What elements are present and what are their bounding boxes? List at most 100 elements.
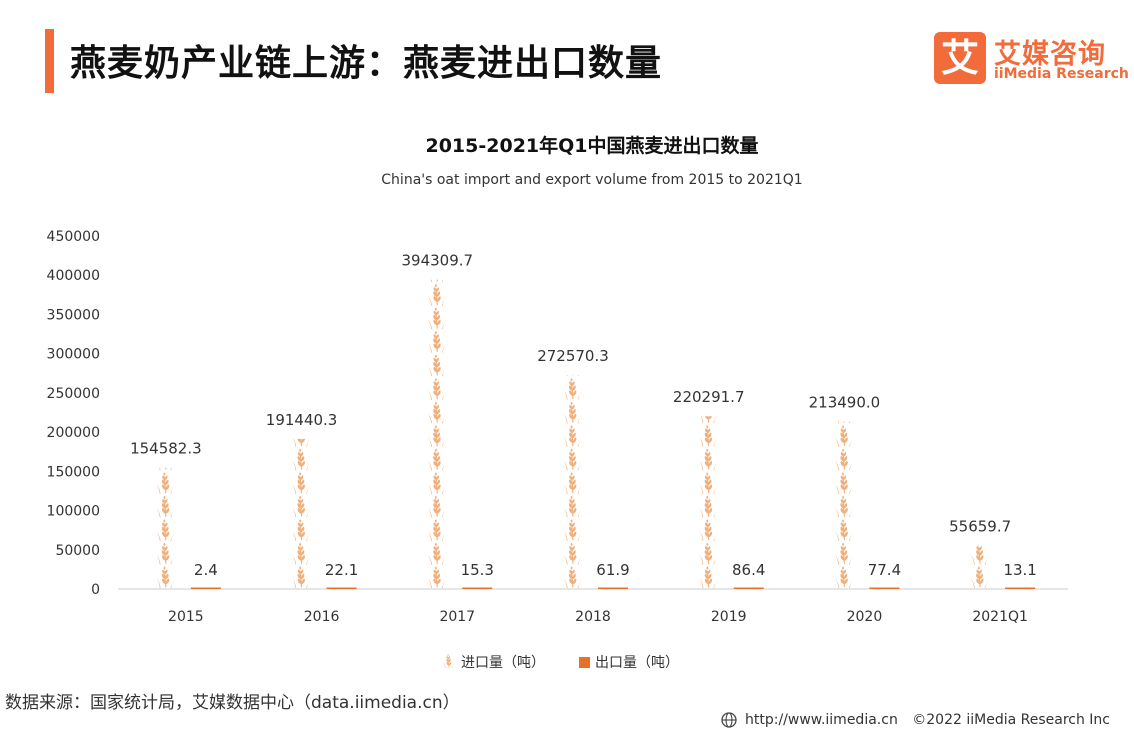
wheat-icon	[563, 472, 583, 494]
import-bar	[155, 467, 176, 589]
wheat-icon	[291, 566, 312, 589]
export-bar	[733, 587, 764, 589]
wheat-icon	[970, 545, 991, 565]
wheat-icon	[834, 519, 855, 541]
wheat-icon	[698, 566, 719, 589]
x-tick-label: 2016	[304, 609, 340, 625]
wheat-icon	[563, 495, 583, 518]
wheat-icon	[834, 566, 855, 589]
wheat-icon	[427, 354, 448, 377]
y-tick-label: 350000	[47, 307, 100, 323]
wheat-icon	[563, 401, 583, 424]
logo-mark-icon: 艾	[934, 32, 986, 84]
wheat-icon	[834, 448, 855, 471]
wheat-icon	[155, 495, 176, 518]
footer: http://www.iimedia.cn ©2022 iiMedia Rese…	[720, 712, 1120, 728]
wheat-icon	[563, 519, 583, 541]
wheat-icon	[834, 495, 855, 518]
x-tick-label: 2020	[847, 609, 883, 625]
export-value-label: 2.4	[194, 561, 218, 579]
import-value-label: 272570.3	[537, 347, 609, 365]
wheat-icon	[563, 542, 583, 565]
chart-subtitle: China's oat import and export volume fro…	[381, 172, 802, 188]
legend-import-label: 进口量（吨）	[461, 655, 545, 671]
legend: 进口量（吨） 出口量（吨）	[443, 654, 679, 671]
wheat-icon	[834, 542, 855, 565]
wheat-icon	[970, 566, 991, 589]
wheat-icon	[834, 472, 855, 494]
y-tick-label: 150000	[47, 464, 100, 480]
y-tick-label: 400000	[47, 268, 100, 284]
x-tick-label: 2015	[168, 609, 204, 625]
wheat-icon	[563, 448, 583, 471]
logo-name-cn: 艾媒咨询	[994, 39, 1106, 70]
wheat-icon	[427, 519, 448, 541]
export-bar	[326, 587, 357, 589]
import-value-label: 213490.0	[809, 394, 881, 412]
export-bar	[1005, 587, 1036, 589]
export-value-label: 77.4	[868, 561, 901, 579]
wheat-icon	[563, 378, 583, 400]
import-bar	[698, 416, 719, 589]
export-bar	[598, 587, 628, 589]
import-bar	[427, 279, 448, 589]
wheat-icon	[427, 448, 448, 471]
y-tick-label: 450000	[47, 229, 100, 245]
y-tick-label: 300000	[47, 347, 100, 363]
x-axis: 2015 2016 2017 2018 2019 2020 2021Q1	[168, 609, 1028, 625]
logo-name-en: iiMedia Research	[994, 66, 1129, 82]
wheat-icon	[427, 566, 448, 589]
wheat-icon	[155, 542, 176, 565]
wheat-icon	[155, 566, 176, 589]
legend-export-label: 出口量（吨）	[595, 655, 679, 671]
brand-logo: 艾 艾媒咨询 iiMedia Research	[934, 32, 1129, 88]
x-tick-label: 2019	[711, 609, 747, 625]
import-value-label: 154582.3	[130, 440, 202, 458]
wheat-icon	[291, 472, 312, 494]
wheat-icon	[427, 378, 448, 400]
wheat-icon	[698, 519, 719, 541]
wheat-icon	[698, 472, 719, 494]
y-axis: 0 50000 100000 150000 200000 250000 300000 3500…	[47, 229, 100, 598]
y-tick-label: 0	[91, 582, 100, 598]
import-value-label: 394309.7	[401, 252, 473, 270]
wheat-icon	[563, 425, 583, 447]
x-tick-label: 2018	[575, 609, 611, 625]
import-bar	[834, 421, 855, 589]
export-bar	[190, 587, 221, 589]
y-tick-label: 250000	[47, 386, 100, 402]
wheat-icon	[155, 472, 176, 494]
x-tick-label: 2021Q1	[972, 609, 1028, 625]
wheat-icon	[427, 425, 448, 447]
globe-icon	[720, 712, 737, 728]
wheat-icon	[427, 495, 448, 518]
footer-url[interactable]: http://www.iimedia.cn	[745, 712, 898, 728]
export-value-label: 86.4	[732, 561, 765, 579]
wheat-icon	[291, 519, 312, 541]
wheat-icon	[427, 401, 448, 424]
wheat-icon	[698, 448, 719, 471]
export-value-label: 61.9	[596, 561, 629, 579]
import-value-label: 191440.3	[266, 411, 338, 429]
wheat-icon	[427, 331, 448, 353]
wheat-icon	[834, 425, 855, 447]
legend-export-swatch	[579, 657, 590, 668]
wheat-icon	[427, 284, 448, 306]
series-marks: 154582.3 2.4 191440.3 22.1 394309.7 15.3 27257…	[130, 252, 1037, 589]
footer-copyright: ©2022 iiMedia Research Inc	[912, 712, 1110, 728]
wheat-icon	[291, 495, 312, 518]
legend-import-icon	[443, 654, 455, 668]
import-bar	[563, 375, 583, 589]
y-tick-label: 200000	[47, 425, 100, 441]
x-tick-label: 2017	[439, 609, 475, 625]
wheat-icon	[698, 542, 719, 565]
wheat-icon	[155, 519, 176, 541]
wheat-icon	[427, 307, 448, 330]
wheat-icon	[291, 448, 312, 471]
wheat-icon	[698, 425, 719, 447]
export-value-label: 15.3	[461, 561, 494, 579]
wheat-icon	[563, 566, 583, 589]
y-tick-label: 50000	[55, 543, 100, 559]
title-accent-bar	[45, 29, 54, 93]
